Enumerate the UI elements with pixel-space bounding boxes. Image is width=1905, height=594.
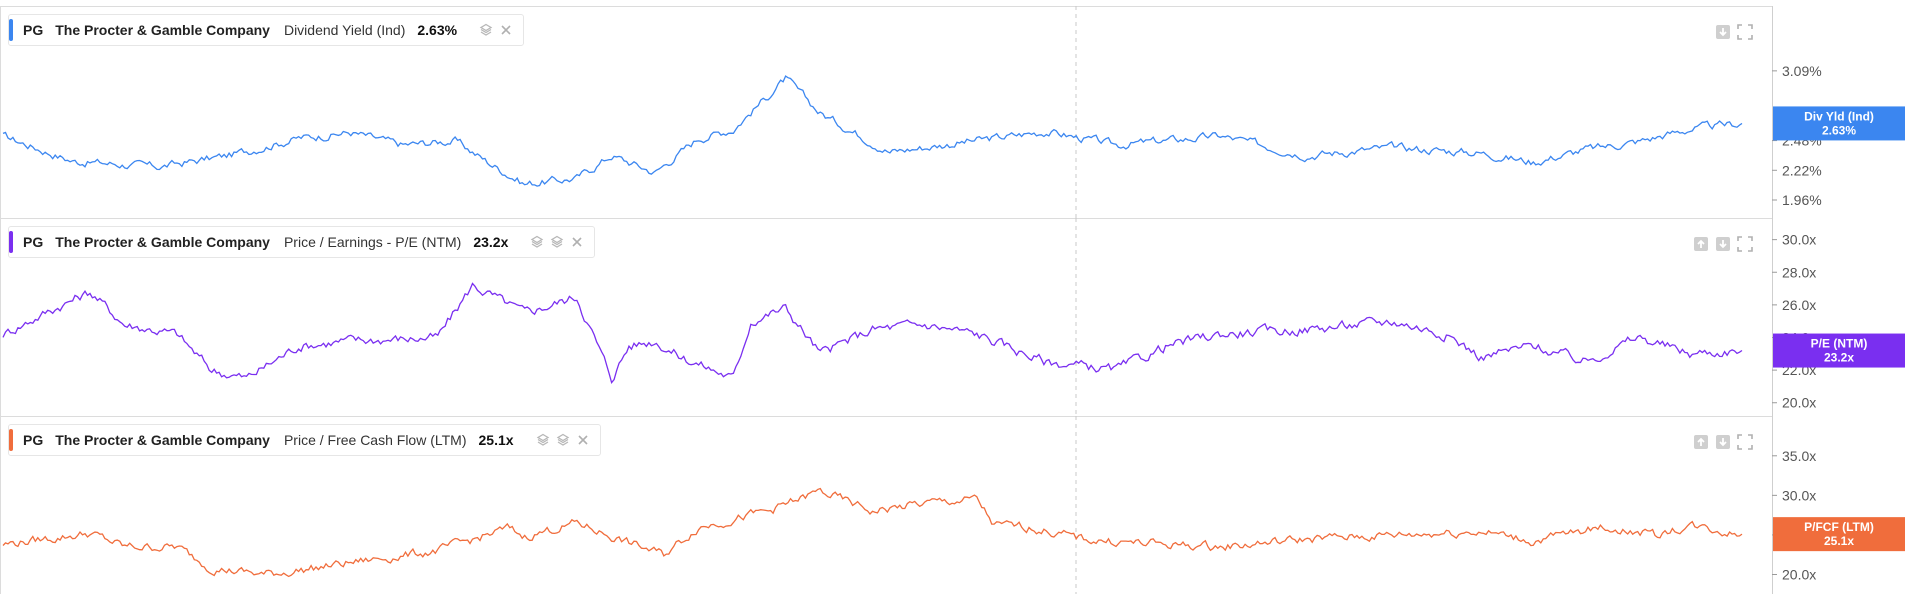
move-up-icon[interactable] — [1693, 434, 1709, 450]
close-icon[interactable] — [570, 235, 584, 249]
y-tick-label: 2.22% — [1782, 162, 1822, 178]
metric-name[interactable]: Price / Earnings - P/E (NTM) — [283, 234, 462, 250]
metric-name[interactable]: Price / Free Cash Flow (LTM) — [283, 432, 467, 448]
panel-toolbar — [1693, 434, 1753, 450]
y-tick-label: 35.0x — [1782, 448, 1816, 464]
ticker-label[interactable]: PG — [23, 234, 44, 250]
value-badge — [1773, 333, 1905, 368]
metric-value: 23.2x — [473, 234, 509, 250]
value-badge — [1773, 106, 1905, 141]
y-tick-label: 30.0x — [1782, 487, 1816, 503]
chart-header: PG The Procter & Gamble Company Price / Ea… — [8, 226, 596, 258]
value-badge-label: Div Yld (Ind) — [1804, 109, 1874, 123]
expand-icon[interactable] — [1737, 24, 1753, 40]
layers-icon[interactable] — [536, 433, 550, 447]
series-color-marker — [9, 19, 13, 41]
close-icon[interactable] — [576, 433, 590, 447]
layers-icon[interactable] — [556, 433, 570, 447]
chart-header: PG The Procter & Gamble Company Price / Fr… — [8, 424, 601, 456]
close-icon[interactable] — [499, 23, 513, 37]
download-icon[interactable] — [1715, 236, 1731, 252]
ticker-label[interactable]: PG — [23, 432, 44, 448]
layers-icon[interactable] — [479, 23, 493, 37]
chart-header: PG The Procter & Gamble Company Dividend Y… — [8, 14, 525, 46]
chart-panel: 3.09% 2.48% 2.22% 1.96% Div Yld (Ind) 2.63% PG… — [0, 6, 1905, 218]
chart-svg: 3.09%2.48%2.22%1.96%Div Yld (Ind)2.63% — [0, 6, 1905, 218]
expand-icon[interactable] — [1737, 236, 1753, 252]
company-name[interactable]: The Procter & Gamble Company — [55, 234, 270, 250]
value-badge-value: 2.63% — [1822, 123, 1856, 137]
series-line — [2, 487, 1743, 578]
metric-value: 25.1x — [478, 432, 514, 448]
download-icon[interactable] — [1715, 24, 1731, 40]
metric-value: 2.63% — [417, 22, 458, 38]
layers-icon[interactable] — [550, 235, 564, 249]
panel-toolbar — [1715, 24, 1753, 40]
value-badge-label: P/FCF (LTM) — [1804, 520, 1874, 534]
y-tick-label: 3.09% — [1782, 63, 1822, 79]
y-tick-label: 28.0x — [1782, 264, 1816, 280]
value-badge-label: P/E (NTM) — [1811, 337, 1868, 351]
layers-icon[interactable] — [530, 235, 544, 249]
download-icon[interactable] — [1715, 434, 1731, 450]
value-badge-value: 25.1x — [1824, 534, 1854, 548]
expand-icon[interactable] — [1737, 434, 1753, 450]
y-tick-label: 30.0x — [1782, 232, 1816, 248]
move-up-icon[interactable] — [1693, 236, 1709, 252]
series-line — [2, 282, 1743, 384]
series-color-marker — [9, 429, 13, 451]
company-name[interactable]: The Procter & Gamble Company — [55, 22, 270, 38]
y-tick-label: 1.96% — [1782, 192, 1822, 208]
value-badge-value: 23.2x — [1824, 351, 1854, 365]
panel-toolbar — [1693, 236, 1753, 252]
y-tick-label: 20.0x — [1782, 395, 1816, 411]
series-color-marker — [9, 231, 13, 253]
ticker-label[interactable]: PG — [23, 22, 44, 38]
y-tick-label: 20.0x — [1782, 567, 1816, 583]
y-tick-label: 26.0x — [1782, 297, 1816, 313]
value-badge — [1773, 517, 1905, 552]
company-name[interactable]: The Procter & Gamble Company — [55, 432, 270, 448]
series-line — [2, 75, 1743, 187]
metric-name[interactable]: Dividend Yield (Ind) — [283, 22, 406, 38]
